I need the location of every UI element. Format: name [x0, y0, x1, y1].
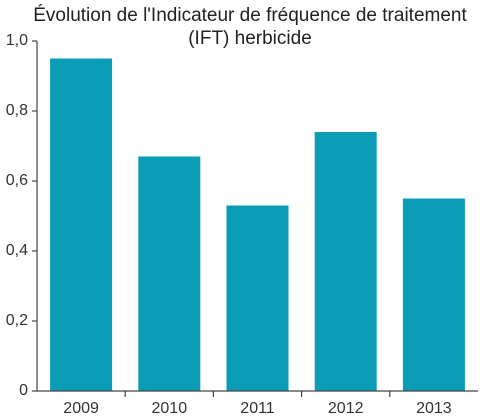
y-tick-label: 0,8 — [6, 102, 28, 119]
bar-2009 — [50, 58, 113, 391]
x-axis-ticks: 2009 2010 2011 2012 2013 — [63, 391, 452, 417]
y-tick-label: 1,0 — [6, 32, 28, 49]
chart-title-line-1: Évolution de l'Indicateur de fréquence d… — [33, 5, 467, 26]
bars — [50, 58, 465, 391]
y-tick-label: 0,2 — [6, 312, 28, 329]
x-tick-label: 2012 — [328, 400, 364, 417]
y-tick-label: 0 — [19, 382, 28, 399]
bar-2013 — [402, 198, 465, 391]
y-tick-label: 0,4 — [6, 242, 28, 259]
x-tick-label: 2013 — [416, 400, 452, 417]
chart-title-line-2: (IFT) herbicide — [188, 28, 312, 49]
bar-2011 — [226, 205, 289, 391]
y-axis-ticks: 0 0,2 0,4 0,6 0,8 1,0 — [6, 32, 37, 399]
y-tick-label: 0,6 — [6, 172, 28, 189]
x-tick-label: 2010 — [152, 400, 188, 417]
x-tick-label: 2009 — [63, 400, 99, 417]
bar-2012 — [314, 132, 377, 391]
chart-title: Évolution de l'Indicateur de fréquence d… — [0, 4, 500, 50]
x-tick-label: 2011 — [240, 400, 275, 417]
bar-2010 — [138, 156, 201, 391]
